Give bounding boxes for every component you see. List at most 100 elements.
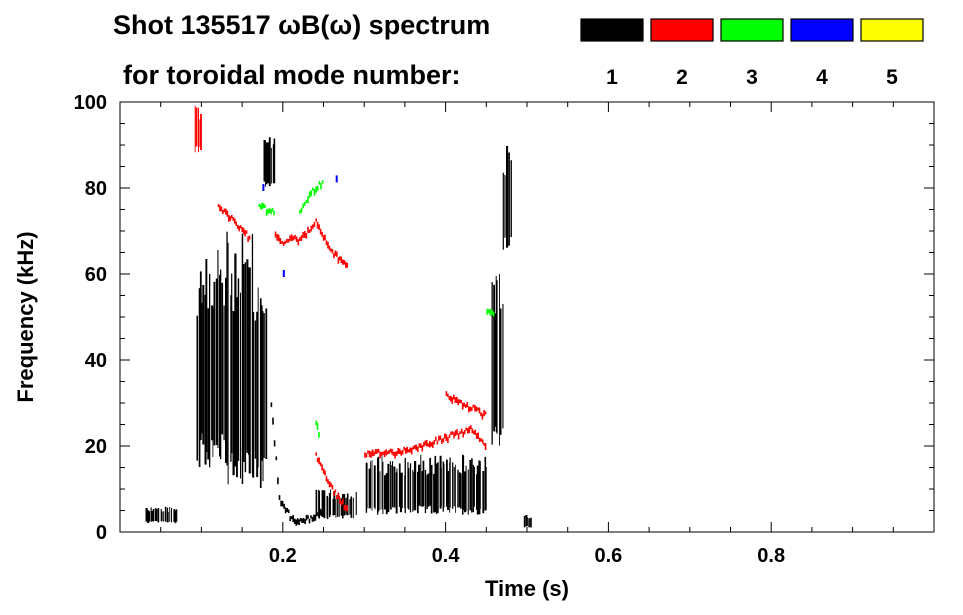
mode-3-trace-1-seg-2-4 xyxy=(321,180,324,184)
mode-1-band-1-stroke-15 xyxy=(220,269,222,460)
mode-2-trace-5-seg-0-6 xyxy=(454,397,457,403)
y-tick-label-4: 80 xyxy=(85,178,107,200)
mode-1-band-6-stroke-1 xyxy=(366,462,368,509)
mode-1-band-1-stroke-9 xyxy=(211,305,214,441)
mode-2-trace-5-seg-1-13 xyxy=(481,413,484,420)
mode-1-band-5-stroke-9 xyxy=(330,489,331,516)
mode-2-trace-4-seg-0-11 xyxy=(380,452,383,457)
mode-1-trace-4-seg-0-4 xyxy=(277,477,279,485)
mode-1-band-0-stroke-10 xyxy=(161,511,163,522)
mode-2-trace-5-seg-0-5 xyxy=(453,394,455,400)
mode-2-trace-2-seg-5-7 xyxy=(325,240,328,246)
mode-2-trace-1-seg-1-6 xyxy=(242,227,245,235)
mode-2-trace-1-seg-1-3 xyxy=(238,225,240,232)
mode-1-band-3-stroke-4 xyxy=(268,137,271,187)
mode-2-trace-5-seg-1-3 xyxy=(466,401,469,408)
mode-2-trace-4-seg-1-25 xyxy=(442,438,445,443)
mode-2-trace-2-seg-3-3 xyxy=(304,231,306,238)
mode-1-band-2-stroke-22 xyxy=(262,311,264,482)
mode-2-trace-1-seg-0-3 xyxy=(222,210,224,215)
mode-1-band-3-stroke-1 xyxy=(265,140,266,187)
mode-1-trace-4-seg-3-0 xyxy=(307,515,309,519)
mode-2-trace-4-seg-0-24 xyxy=(400,450,402,456)
mode-3-trace-1-seg-0-3 xyxy=(304,202,306,206)
mode-2-trace-4-seg-0-21 xyxy=(395,451,398,456)
mode-2-trace-5-seg-1-2 xyxy=(464,404,467,408)
mode-2-trace-4-seg-3-6 xyxy=(478,437,481,442)
mode-1-band-0-stroke-3 xyxy=(150,507,152,522)
mode-1-band-2-stroke-7 xyxy=(237,278,240,461)
y-tick-label-1: 20 xyxy=(85,436,107,458)
mode-2-trace-4-seg-0-0 xyxy=(364,452,366,458)
mode-2-trace-4-seg-1-2 xyxy=(407,449,410,453)
mode-1-band-6-stroke-45 xyxy=(437,462,439,513)
mode-2-trace-2-seg-0-3 xyxy=(279,238,282,245)
mode-3-trace-1-seg-1-3 xyxy=(312,187,314,191)
mode-1-band-5-stroke-13 xyxy=(337,495,339,517)
mode-1-band-5-stroke-0 xyxy=(315,489,318,517)
mode-2-trace-5-seg-0-2 xyxy=(448,396,451,401)
mode-2-trace-4-seg-0-19 xyxy=(392,451,395,456)
mode-1-band-5-stroke-4 xyxy=(322,496,324,516)
mode-2-trace-4-seg-1-3 xyxy=(409,447,411,453)
mode-2-trace-4-seg-2-13 xyxy=(465,427,467,431)
mode-2-trace-5-seg-1-14 xyxy=(483,410,485,417)
mode-3-trace-1-seg-2-0 xyxy=(315,186,317,193)
mode-2-band-0-stroke-2 xyxy=(198,107,199,153)
mode-1-band-1-stroke-0 xyxy=(196,315,198,461)
mode-1-trace-4-seg-3-3 xyxy=(311,516,314,522)
mode-1-band-0-stroke-14 xyxy=(167,511,169,523)
mode-2-trace-4-seg-1-0 xyxy=(404,448,407,454)
mode-2-trace-1-seg-0-5 xyxy=(225,208,227,215)
mode-3-trace-1-seg-0-0 xyxy=(299,209,301,214)
mode-1-band-6-stroke-21 xyxy=(398,463,401,507)
mode-1-band-6-stroke-16 xyxy=(390,465,392,510)
mode-2-trace-4-seg-1-15 xyxy=(427,443,430,447)
mode-1-band-8-stroke-4 xyxy=(510,160,512,238)
mode-2-series xyxy=(194,105,487,512)
mode-1-band-7-stroke-6 xyxy=(499,308,502,435)
mode-1-band-9-stroke-3 xyxy=(528,518,530,528)
mode-2-trace-4-seg-0-18 xyxy=(391,449,393,455)
mode-1-band-2-stroke-13 xyxy=(248,267,250,455)
mode-2-trace-5-seg-1-10 xyxy=(477,407,479,411)
mode-2-trace-3-seg-1-6 xyxy=(340,500,343,506)
mode-1-band-6-stroke-64 xyxy=(467,469,469,515)
mode-1-band-2-stroke-9 xyxy=(241,233,244,484)
mode-2-trace-5-seg-1-9 xyxy=(475,406,478,412)
mode-1-band-8-stroke-0 xyxy=(502,172,504,250)
mode-1-trace-4-seg-2-1 xyxy=(292,515,294,522)
mode-2-trace-4-seg-3-0 xyxy=(470,425,472,430)
mode-2-trace-4-seg-1-14 xyxy=(426,439,428,447)
mode-3-trace-2-seg-0-1 xyxy=(316,422,319,430)
mode-1-band-5-stroke-20 xyxy=(349,499,351,515)
mode-2-trace-4-seg-0-26 xyxy=(403,446,405,451)
mode-1-band-6-stroke-43 xyxy=(434,455,437,513)
legend-caption: for toroidal mode number: xyxy=(123,60,461,90)
mode-2-trace-3-seg-0-9 xyxy=(328,481,331,488)
mode-2-trace-2-seg-6-4 xyxy=(337,257,340,264)
mode-2-trace-1-seg-1-9 xyxy=(247,236,249,242)
mode-1-band-6-stroke-75 xyxy=(484,467,487,511)
mode-1-band-9-stroke-2 xyxy=(526,517,528,526)
mode-1-band-6-stroke-61 xyxy=(463,455,465,510)
mode-2-trace-4-seg-0-16 xyxy=(388,449,390,454)
mode-1-band-6-stroke-57 xyxy=(457,469,459,508)
mode-1-band-2-stroke-12 xyxy=(246,259,249,453)
mode-2-trace-4-seg-0-6 xyxy=(373,451,375,456)
mode-1-band-6-stroke-36 xyxy=(422,460,425,507)
mode-1-trace-4-seg-0-1 xyxy=(272,417,274,425)
mode-2-trace-4-seg-2-2 xyxy=(448,434,451,438)
mode-2-trace-1-seg-0-1 xyxy=(219,205,221,212)
mode-1-trace-4-seg-2-5 xyxy=(298,519,300,526)
legend-label-mode-1: 1 xyxy=(606,66,618,89)
mode-1-band-2-stroke-4 xyxy=(232,311,235,476)
mode-2-trace-2-seg-4-3 xyxy=(312,224,314,229)
mode-1-trace-4-seg-3-9 xyxy=(320,509,323,516)
legend-label-mode-3: 3 xyxy=(746,66,758,89)
mode-1-band-5-stroke-10 xyxy=(332,498,334,516)
mode-2-trace-5-seg-1-6 xyxy=(471,407,473,411)
mode-1-band-0-stroke-17 xyxy=(173,509,176,522)
x-tick-label-2: 0.6 xyxy=(594,545,622,567)
